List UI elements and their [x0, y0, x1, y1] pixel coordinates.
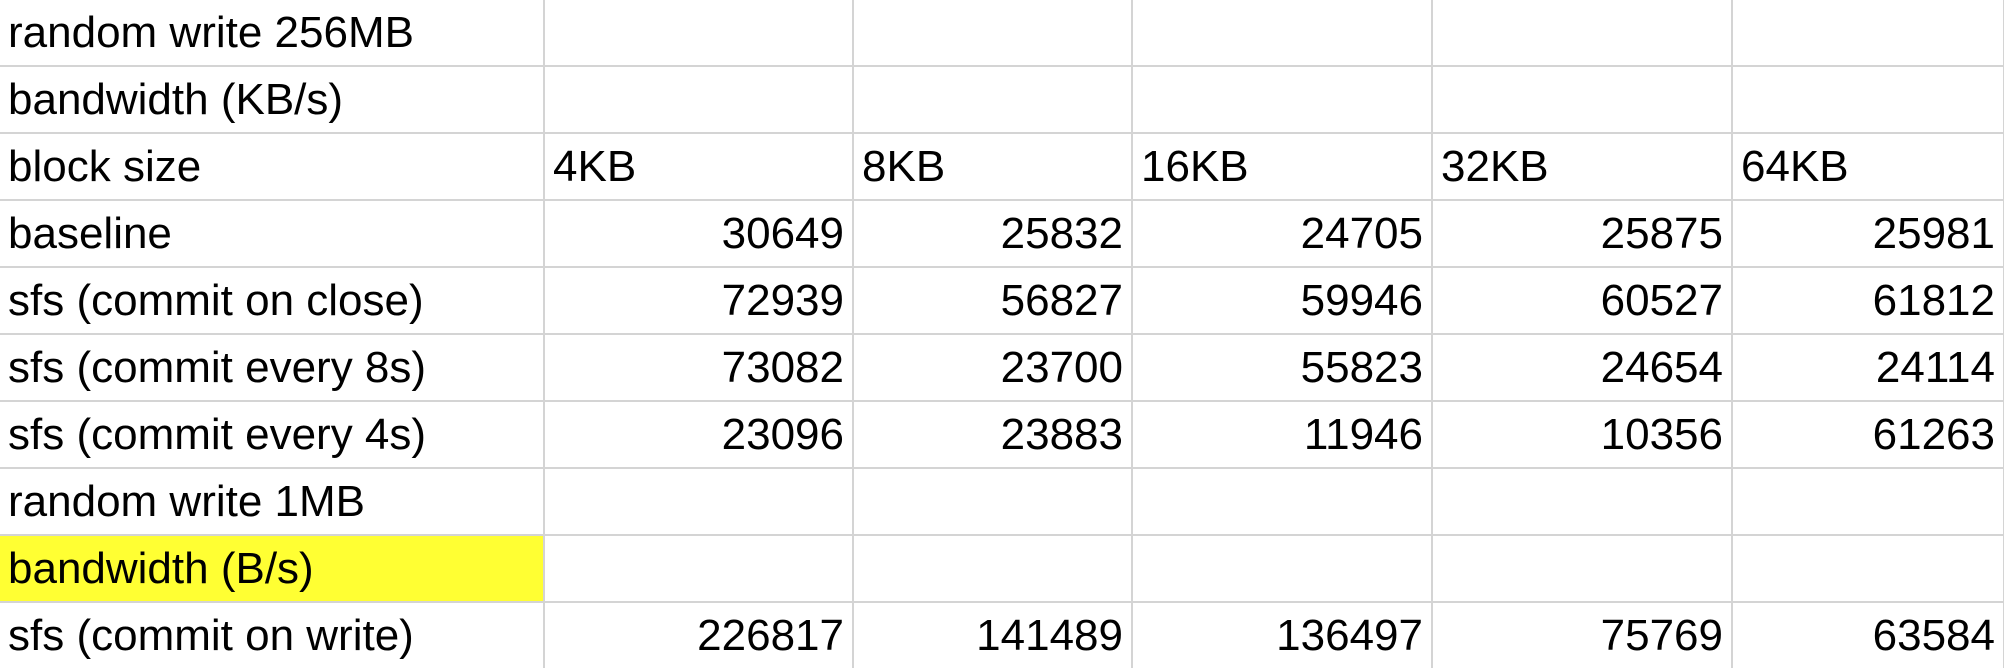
cell[interactable] — [1432, 66, 1733, 134]
table-row: bandwidth (B/s) — [0, 535, 2004, 603]
cell[interactable] — [544, 535, 854, 603]
cell[interactable] — [544, 468, 854, 536]
table-row: baseline 30649 25832 24705 25875 25981 — [0, 200, 2004, 268]
cell-value[interactable]: 55823 — [1132, 334, 1433, 402]
cell-row-label[interactable]: sfs (commit on write) — [0, 602, 545, 668]
cell-value[interactable]: 75769 — [1432, 602, 1733, 668]
cell-header-64kb[interactable]: 64KB — [1732, 133, 2004, 201]
cell-units-kbs[interactable]: bandwidth (KB/s) — [0, 66, 545, 134]
cell-value[interactable]: 61263 — [1732, 401, 2004, 469]
cell[interactable] — [853, 468, 1133, 536]
cell-value[interactable]: 141489 — [853, 602, 1133, 668]
cell-value[interactable]: 56827 — [853, 267, 1133, 335]
cell-value[interactable]: 72939 — [544, 267, 854, 335]
table-row: sfs (commit every 8s) 73082 23700 55823 … — [0, 334, 2004, 402]
cell[interactable] — [1732, 0, 2004, 67]
cell-value[interactable]: 25875 — [1432, 200, 1733, 268]
cell-value[interactable]: 23700 — [853, 334, 1133, 402]
table-row: bandwidth (KB/s) — [0, 66, 2004, 134]
cell[interactable] — [1132, 535, 1433, 603]
cell-row-label[interactable]: sfs (commit every 8s) — [0, 334, 545, 402]
cell[interactable] — [544, 66, 854, 134]
cell-value[interactable]: 61812 — [1732, 267, 2004, 335]
cell-value[interactable]: 63584 — [1732, 602, 2004, 668]
cell-row-label[interactable]: sfs (commit on close) — [0, 267, 545, 335]
table-row: sfs (commit every 4s) 23096 23883 11946 … — [0, 401, 2004, 469]
cell-units-bs-highlighted[interactable]: bandwidth (B/s) — [0, 535, 545, 603]
cell-section-title-256mb[interactable]: random write 256MB — [0, 0, 545, 67]
cell-value[interactable]: 73082 — [544, 334, 854, 402]
cell-value[interactable]: 25981 — [1732, 200, 2004, 268]
cell[interactable] — [1732, 468, 2004, 536]
cell[interactable] — [853, 66, 1133, 134]
cell[interactable] — [544, 0, 854, 67]
cell-header-8kb[interactable]: 8KB — [853, 133, 1133, 201]
cell[interactable] — [1432, 468, 1733, 536]
table-row: random write 1MB — [0, 468, 2004, 536]
cell[interactable] — [853, 535, 1133, 603]
cell-section-title-1mb[interactable]: random write 1MB — [0, 468, 545, 536]
cell-value[interactable]: 24705 — [1132, 200, 1433, 268]
table-row: block size 4KB 8KB 16KB 32KB 64KB — [0, 133, 2004, 201]
cell-value[interactable]: 24654 — [1432, 334, 1733, 402]
cell-value[interactable]: 25832 — [853, 200, 1133, 268]
cell-value[interactable]: 136497 — [1132, 602, 1433, 668]
cell-value[interactable]: 226817 — [544, 602, 854, 668]
cell-header-32kb[interactable]: 32KB — [1432, 133, 1733, 201]
cell[interactable] — [1432, 535, 1733, 603]
table-row: sfs (commit on close) 72939 56827 59946 … — [0, 267, 2004, 335]
cell-header-16kb[interactable]: 16KB — [1132, 133, 1433, 201]
cell-row-label[interactable]: sfs (commit every 4s) — [0, 401, 545, 469]
cell[interactable] — [853, 0, 1133, 67]
cell-value[interactable]: 60527 — [1432, 267, 1733, 335]
cell[interactable] — [1432, 0, 1733, 67]
cell[interactable] — [1132, 468, 1433, 536]
cell[interactable] — [1132, 66, 1433, 134]
cell[interactable] — [1132, 0, 1433, 67]
cell[interactable] — [1732, 535, 2004, 603]
cell-value[interactable]: 24114 — [1732, 334, 2004, 402]
cell-value[interactable]: 59946 — [1132, 267, 1433, 335]
cell-value[interactable]: 30649 — [544, 200, 854, 268]
cell-value[interactable]: 23096 — [544, 401, 854, 469]
cell-row-label[interactable]: baseline — [0, 200, 545, 268]
table-row: sfs (commit on write) 226817 141489 1364… — [0, 602, 2004, 668]
table-row: random write 256MB — [0, 0, 2004, 67]
cell-header-4kb[interactable]: 4KB — [544, 133, 854, 201]
cell[interactable] — [1732, 66, 2004, 134]
cell-value[interactable]: 23883 — [853, 401, 1133, 469]
cell-header-block-size[interactable]: block size — [0, 133, 545, 201]
cell-value[interactable]: 10356 — [1432, 401, 1733, 469]
cell-value[interactable]: 11946 — [1132, 401, 1433, 469]
